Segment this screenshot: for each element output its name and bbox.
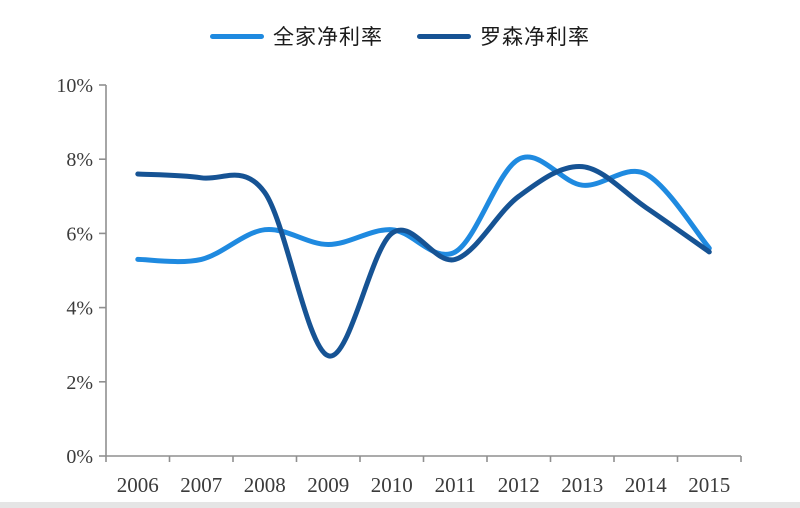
axes-layer — [99, 84, 742, 462]
x-axis-label: 2006 — [117, 473, 159, 497]
y-axis-label: 6% — [66, 223, 93, 245]
series-layer — [135, 154, 712, 359]
x-axis-label: 2011 — [435, 473, 476, 497]
series-line-0 — [135, 154, 712, 265]
x-axis-label: 2009 — [307, 473, 349, 497]
x-axis-label: 2010 — [371, 473, 413, 497]
y-axis-label: 2% — [66, 372, 93, 394]
y-axis-label: 4% — [66, 298, 93, 320]
y-axis-label: 8% — [66, 149, 93, 171]
series-line-1 — [135, 164, 712, 359]
x-axis-label: 2015 — [688, 473, 730, 497]
bottom-edge-artifact — [0, 502, 800, 508]
x-axis-label: 2013 — [561, 473, 603, 497]
y-axis-label: 0% — [66, 446, 93, 468]
axis-labels-layer: 2006 2007 2008 2009 2010 2011 2012 2013 2014 2015… — [56, 75, 730, 497]
x-axis-label: 2007 — [180, 473, 222, 497]
x-axis-label: 2014 — [625, 473, 668, 497]
x-axis-label: 2008 — [244, 473, 286, 497]
x-axis-label: 2012 — [498, 473, 540, 497]
y-axis-label: 10% — [56, 75, 93, 97]
